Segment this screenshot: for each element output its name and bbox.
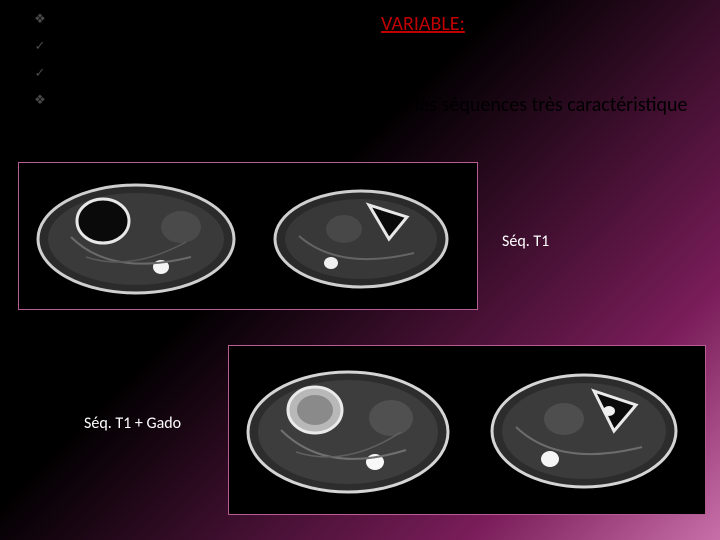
mri-scan-icon — [484, 363, 684, 495]
bullet-item: ❖ Liseré périphérique Hypo S franc sur t… — [60, 93, 700, 143]
bullet-text: Modérée/ Impte (DF vascularisée) — [60, 39, 336, 64]
bullet-text: Rehaussement après injection de Gado VAR… — [60, 12, 465, 37]
mri-scan-icon — [269, 181, 454, 293]
bullet-text: Liseré périphérique Hypo S franc sur tou… — [60, 93, 700, 143]
check-icon: ✓ — [30, 39, 50, 54]
mri-scan-icon — [31, 177, 241, 297]
highlighted-text: VARIABLE: — [381, 12, 465, 36]
bullet-list: ❖ Rehaussement après injection de Gado V… — [60, 12, 700, 145]
mri-panel-t1-gado — [228, 345, 706, 515]
bullet-item: ✓ Svt homogène — [60, 66, 700, 91]
diamond-icon: ❖ — [30, 12, 50, 27]
bullet-text: Svt homogène — [60, 66, 177, 91]
diamond-icon: ❖ — [30, 93, 50, 108]
bullet-item: ❖ Rehaussement après injection de Gado V… — [60, 12, 700, 37]
mri-scan-icon — [241, 360, 456, 498]
bullet-item: ✓ Modérée/ Impte (DF vascularisée) — [60, 39, 700, 64]
text-segment: Rehaussement après injection de Gado — [60, 12, 381, 36]
image-caption-t1: Séq. T1 — [502, 232, 549, 251]
image-caption-t1-gado: Séq. T1 + Gado — [84, 414, 181, 433]
mri-panel-t1 — [18, 162, 478, 310]
check-icon: ✓ — [30, 66, 50, 81]
